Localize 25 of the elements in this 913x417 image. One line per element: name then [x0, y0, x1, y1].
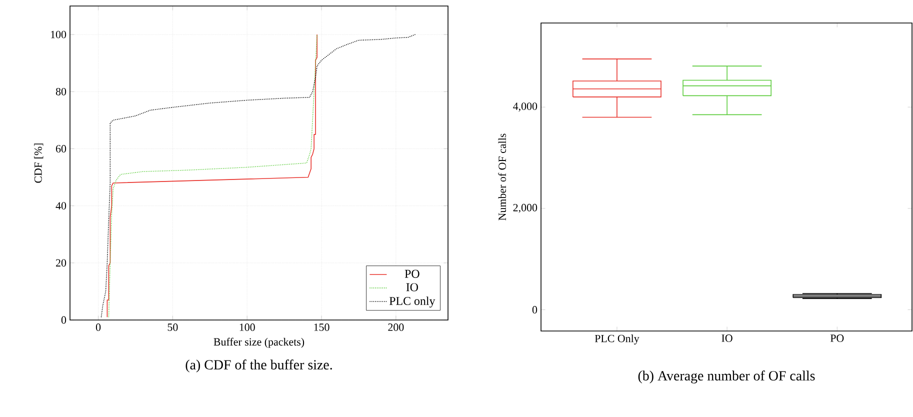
y-tick-label: 40: [56, 202, 66, 210]
y-axis-title: Number of OF calls: [498, 134, 506, 220]
x-tick-label: 200: [388, 324, 404, 331]
y-tick-label: 4,000: [513, 102, 538, 112]
x-tick-label: 50: [168, 324, 178, 331]
x-tick-label: 150: [314, 324, 330, 331]
y-tick-label: 100: [51, 30, 66, 38]
x-tick-label: IO: [722, 334, 732, 342]
y-axis-title: CDF [%]: [34, 144, 44, 183]
legend-label: PO: [404, 270, 420, 278]
text: (b) Average number of OF calls: [638, 370, 815, 384]
legend-label: PLC only: [389, 296, 436, 308]
y-tick-label: 2,000: [513, 204, 538, 213]
x-tick-label: PO: [830, 334, 844, 342]
y-tick-label: 0: [532, 306, 538, 314]
y-tick-label: 80: [56, 88, 66, 96]
y-tick-label: 60: [56, 145, 66, 152]
y-tick-label: 0: [61, 316, 66, 324]
x-tick-label: 100: [240, 324, 255, 331]
x-axis-title: Buffer size (packets): [214, 338, 304, 348]
x-tick-label: PLC Only: [594, 334, 640, 344]
text: (a) CDF of the buffer size.: [186, 360, 332, 372]
y-tick-label: 20: [56, 259, 66, 267]
x-tick-label: 0: [96, 324, 101, 331]
legend-label: IO: [406, 283, 418, 292]
